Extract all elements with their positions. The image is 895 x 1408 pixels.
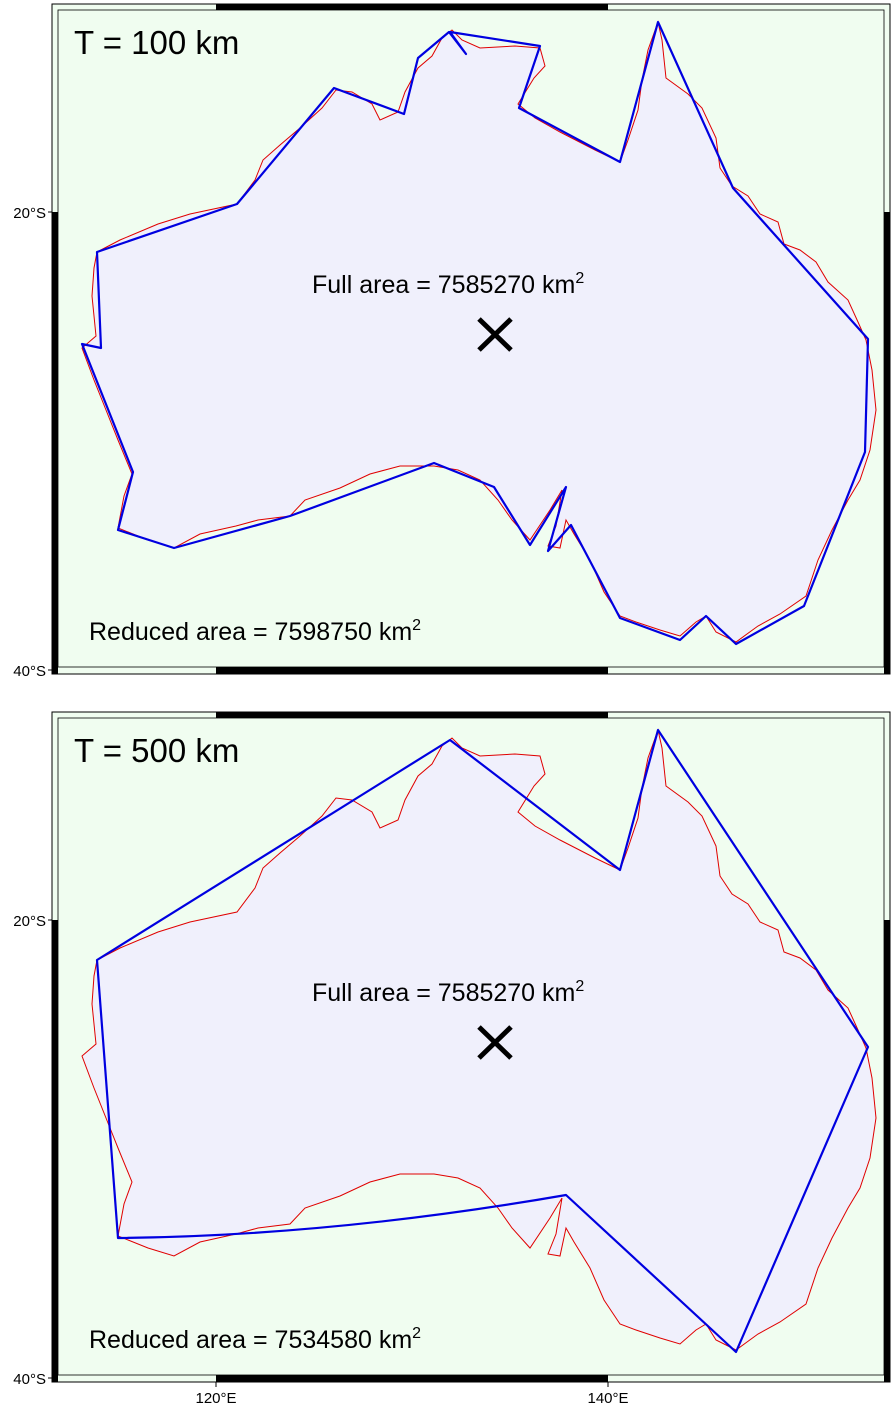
simplified-polygon-1 (80, 20, 870, 646)
centroid-marker-1 (477, 317, 513, 352)
lat-label-20s-1: 20°S (13, 205, 46, 222)
reduced-area-label-1: Reduced area = 7598750 km2 (89, 617, 421, 646)
map-panel-2: T = 500 km Full area = 7585270 km2 Reduc… (13, 711, 891, 1407)
lon-label-140e: 140°E (587, 1390, 628, 1407)
panel-title-1: T = 100 km (74, 24, 239, 61)
frame-right-bar-2 (884, 920, 890, 1382)
centroid-marker-2 (477, 1025, 513, 1060)
lat-label-20s-2: 20°S (13, 913, 46, 930)
full-area-label-1: Full area = 7585270 km2 (312, 270, 584, 299)
australia-coastline-2 (81, 728, 877, 1351)
frame-bottom-bar-1 (216, 667, 608, 674)
lon-label-120e: 120°E (195, 1390, 236, 1407)
frame-left-bar-2 (52, 920, 58, 1382)
panel-title-2: T = 500 km (74, 732, 239, 769)
map-panel-1: T = 100 km Full area = 7585270 km2 Reduc… (13, 3, 891, 680)
australia-coastline-1 (81, 20, 877, 643)
frame-right-bar-1 (884, 212, 890, 674)
frame-bottom-bar-2 (216, 1375, 608, 1382)
lat-label-40s-2: 40°S (13, 1371, 46, 1388)
frame-top-bar-2 (216, 712, 608, 718)
lat-label-40s-1: 40°S (13, 663, 46, 680)
full-area-label-2: Full area = 7585270 km2 (312, 978, 584, 1007)
reduced-area-label-2: Reduced area = 7534580 km2 (89, 1325, 421, 1354)
frame-top-bar-1 (216, 4, 608, 10)
simplified-polygon-2 (95, 728, 870, 1354)
frame-left-bar-1 (52, 212, 58, 674)
